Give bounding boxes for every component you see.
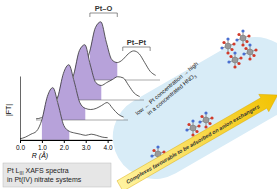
atom xyxy=(195,130,198,133)
octahedron xyxy=(198,111,213,128)
octahedron xyxy=(242,43,257,60)
spectrum xyxy=(20,88,112,140)
baseline xyxy=(20,140,112,141)
atom xyxy=(156,145,159,148)
figure: 0.0 1.0 2.0 3.0 4.0 R (Å) |FT| Pt–O Pt–Pt Pt LIII… xyxy=(0,0,277,189)
concentration-text-part: 3 xyxy=(193,74,199,80)
atom xyxy=(229,55,232,58)
atom xyxy=(198,120,201,123)
y-axis-line xyxy=(20,77,21,141)
arrow: Complexes favourable to be adsorbed on a… xyxy=(115,86,277,189)
atom xyxy=(185,128,188,131)
pt-atom xyxy=(232,57,238,63)
arrow-label: Complexes favourable to be adsorbed on a… xyxy=(125,103,261,185)
pt-atom xyxy=(240,35,246,41)
x-tick-mark xyxy=(42,140,43,143)
peak-fill xyxy=(58,65,85,120)
atom xyxy=(241,29,244,32)
caption-part: XAFS spectra xyxy=(24,167,69,175)
atom xyxy=(208,122,211,125)
x-tick: 1.0 xyxy=(38,140,47,151)
atom xyxy=(248,43,251,46)
x-tick-label: 2.0 xyxy=(60,144,69,151)
atom xyxy=(232,42,235,45)
pt-atom xyxy=(190,125,196,131)
concentration-text-part: in a concentrated HNO xyxy=(146,73,195,116)
caption-box xyxy=(3,163,111,187)
band xyxy=(97,22,277,189)
atom xyxy=(241,43,244,46)
pt-atom xyxy=(247,49,253,55)
atom xyxy=(254,48,257,51)
atom xyxy=(200,115,203,118)
pt-atom xyxy=(225,43,231,49)
x-tick: 4.0 xyxy=(104,140,113,151)
y-axis-title: |FT| xyxy=(5,104,13,116)
arrow-shape xyxy=(115,86,277,189)
atom xyxy=(152,149,155,152)
concentration-text-part: low ← Pt concentration → high xyxy=(134,61,199,117)
plot-area xyxy=(20,22,160,140)
atom xyxy=(191,119,194,122)
atom xyxy=(237,62,240,65)
x-tick-label: 4.0 xyxy=(104,144,113,151)
caption-part: Pt L xyxy=(7,167,20,174)
atom xyxy=(187,123,190,126)
atom xyxy=(220,46,223,49)
annotation-label: Pt–Pt xyxy=(127,38,147,47)
annotation-bracket xyxy=(90,13,117,17)
caption-part: in Pt(IV) nitrate systems xyxy=(7,176,82,184)
concentration-text: low ← Pt concentration → highin a concen… xyxy=(134,61,205,124)
atom xyxy=(239,56,242,59)
x-tick: 3.0 xyxy=(82,140,91,151)
x-tick-label: 3.0 xyxy=(82,144,91,151)
atom xyxy=(244,47,247,50)
atom xyxy=(230,48,233,51)
atom xyxy=(245,40,248,43)
atom xyxy=(235,38,238,41)
atom xyxy=(226,37,229,40)
pt-atom xyxy=(203,117,209,123)
atom xyxy=(247,34,250,37)
atom xyxy=(150,154,153,157)
spectrum-fill xyxy=(20,88,108,140)
x-tick-mark xyxy=(86,140,87,143)
atom xyxy=(210,116,213,119)
atom xyxy=(204,125,207,128)
x-tick-mark xyxy=(64,140,65,143)
atom xyxy=(233,51,236,54)
annotation-label: Pt–O xyxy=(95,4,113,13)
atom xyxy=(204,111,207,114)
spectrum-line xyxy=(20,88,108,139)
caption: Pt LIII XAFS spectrain Pt(IV) nitrate sy… xyxy=(7,167,82,184)
atom xyxy=(237,33,240,36)
atom xyxy=(233,65,236,68)
x-tick: 2.0 xyxy=(60,140,69,151)
atom xyxy=(197,124,200,127)
octahedron xyxy=(220,37,235,54)
annotation-bracket xyxy=(123,47,150,51)
atom xyxy=(252,54,255,57)
atom xyxy=(248,57,251,60)
concentration-label: low ← Pt concentration → highin a concen… xyxy=(134,61,205,124)
x-tick-label: 0.0 xyxy=(16,144,25,151)
x-axis: 0.0 1.0 2.0 3.0 4.0 xyxy=(16,140,113,151)
x-tick-label: 1.0 xyxy=(38,144,47,151)
atom xyxy=(222,41,225,44)
atom xyxy=(242,52,245,55)
x-tick: 0.0 xyxy=(16,140,25,151)
y-axis xyxy=(20,77,21,141)
atom xyxy=(227,60,230,63)
x-axis-title: R (Å) xyxy=(32,151,48,160)
x-tick-mark xyxy=(108,140,109,143)
octahedron xyxy=(227,51,242,68)
atom xyxy=(226,51,229,54)
octahedron xyxy=(235,29,250,46)
x-axis-line xyxy=(21,140,113,141)
